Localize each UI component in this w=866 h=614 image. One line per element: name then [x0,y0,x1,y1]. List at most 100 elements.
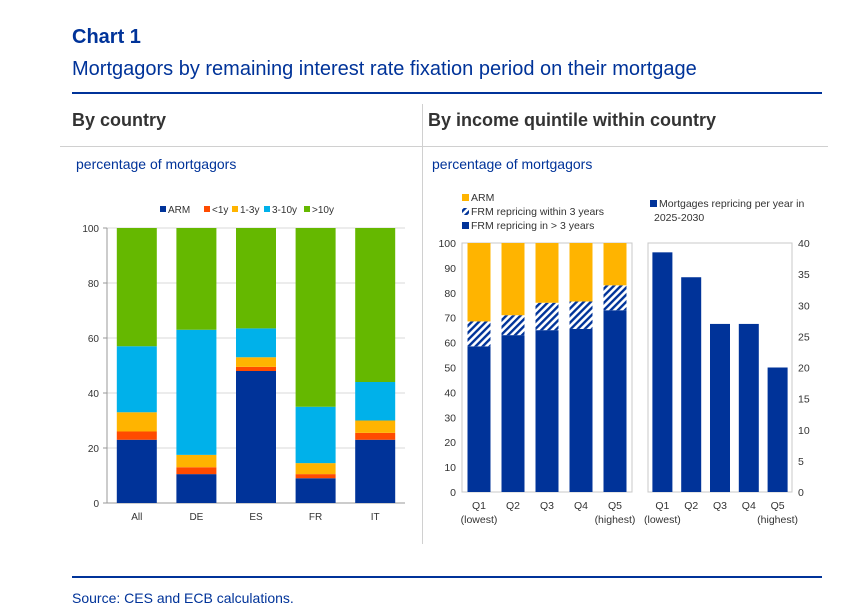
y-tick-label: 100 [82,224,99,235]
bar-segment [355,439,396,503]
x-tick-label: Q4 [742,500,756,512]
y-tick-label: 0 [93,499,99,510]
x-tick-label: Q2 [684,500,698,512]
bar-segment [603,285,627,311]
x-tick-label: FR [309,512,322,523]
chart-title: Mortgagors by remaining interest rate fi… [72,58,697,80]
legend-label: 3-10y [272,205,297,216]
bottom-rule [72,576,822,578]
legend-label: Mortgages repricing per year in 2025-2030 [654,198,804,224]
bar-segment [467,321,491,347]
bar-segment [116,228,157,347]
y-tick-label: 25 [798,331,810,343]
chart-number: Chart 1 [72,26,141,48]
bar-segment [176,329,217,455]
bar-segment [116,431,157,440]
bar-segment [501,243,525,316]
bar-segment [176,474,217,503]
x-tick-label: Q4 [574,500,588,512]
y-tick-label: 60 [444,338,456,350]
x-tick-label: Q1 [655,500,669,512]
y-tick-label: 15 [798,394,810,406]
y-tick-label: 40 [444,387,456,399]
x-tick-label: ES [249,512,263,523]
x-tick-label: DE [189,512,203,523]
bar-segment [355,382,396,421]
bar [710,323,730,492]
x-tick-label: Q5 [608,500,622,512]
y-tick-label: 10 [444,462,456,474]
bar-segment [501,315,525,336]
legend-swatch [232,206,238,212]
right-unit-label: percentage of mortgagors [432,156,593,172]
bar-segment [295,228,336,407]
y-tick-label: 50 [444,363,456,375]
bar-segment [569,301,593,329]
bar-segment [355,228,396,382]
bar-segment [467,243,491,322]
legend-label: >10y [312,205,334,216]
bar-segment [176,228,217,330]
y-tick-label: 90 [444,263,456,275]
bar [767,367,788,492]
legend-swatch [462,208,469,215]
y-tick-label: 20 [444,437,456,449]
y-tick-label: 20 [88,444,100,455]
legend-label: ARM [168,205,190,216]
legend-label: FRM repricing in > 3 years [471,220,594,232]
y-tick-label: 80 [444,288,456,300]
source-note: Source: CES and ECB calculations. [72,590,294,606]
legend-swatch [304,206,310,212]
x-tick-label: IT [371,512,380,523]
bar-segment [295,463,336,475]
bar-segment [295,474,336,479]
y-tick-label: 30 [798,300,810,312]
legend-label: 1-3y [240,205,259,216]
legend-swatch [462,194,469,201]
right-panel-divider [423,146,828,147]
x-tick-label: Q2 [506,500,520,512]
y-tick-label: 35 [798,269,810,281]
left-panel-divider [60,146,422,147]
bar-segment [603,310,627,492]
left-panel-title: By country [72,110,167,130]
x-tick-label: Q5 [771,500,785,512]
y-tick-label: 100 [438,238,456,250]
panel-separator [422,104,423,544]
bar-segment [467,346,491,492]
bar-segment [236,328,276,358]
bar-segment [176,454,217,468]
x-tick-sublabel: (highest) [595,514,636,526]
y-tick-label: 0 [798,487,804,499]
bar-segment [535,243,559,303]
x-tick-sublabel: (lowest) [461,514,498,526]
bar-segment [116,346,157,413]
bar-segment [295,478,336,503]
legend-swatch [204,206,210,212]
y-tick-label: 80 [88,279,100,290]
bar-segment [236,371,276,503]
top-rule [72,92,822,94]
bar-segment [355,420,396,433]
bar-segment [569,328,593,492]
x-tick-sublabel: (highest) [757,514,798,526]
y-tick-label: 40 [798,238,810,250]
bar [681,277,702,492]
bar-segment [236,366,276,371]
legend-swatch [462,222,469,229]
x-tick-label: Q3 [713,500,727,512]
x-tick-sublabel: (lowest) [644,514,681,526]
legend-label: ARM [471,192,494,204]
bar-segment [355,432,396,440]
bar-segment [236,357,276,367]
bar-segment [535,330,559,492]
bar-segment [603,243,627,286]
y-tick-label: 20 [798,363,810,375]
bar-segment [295,406,336,464]
y-tick-label: 60 [88,334,100,345]
bar-segment [116,412,157,432]
x-tick-label: Q3 [540,500,554,512]
